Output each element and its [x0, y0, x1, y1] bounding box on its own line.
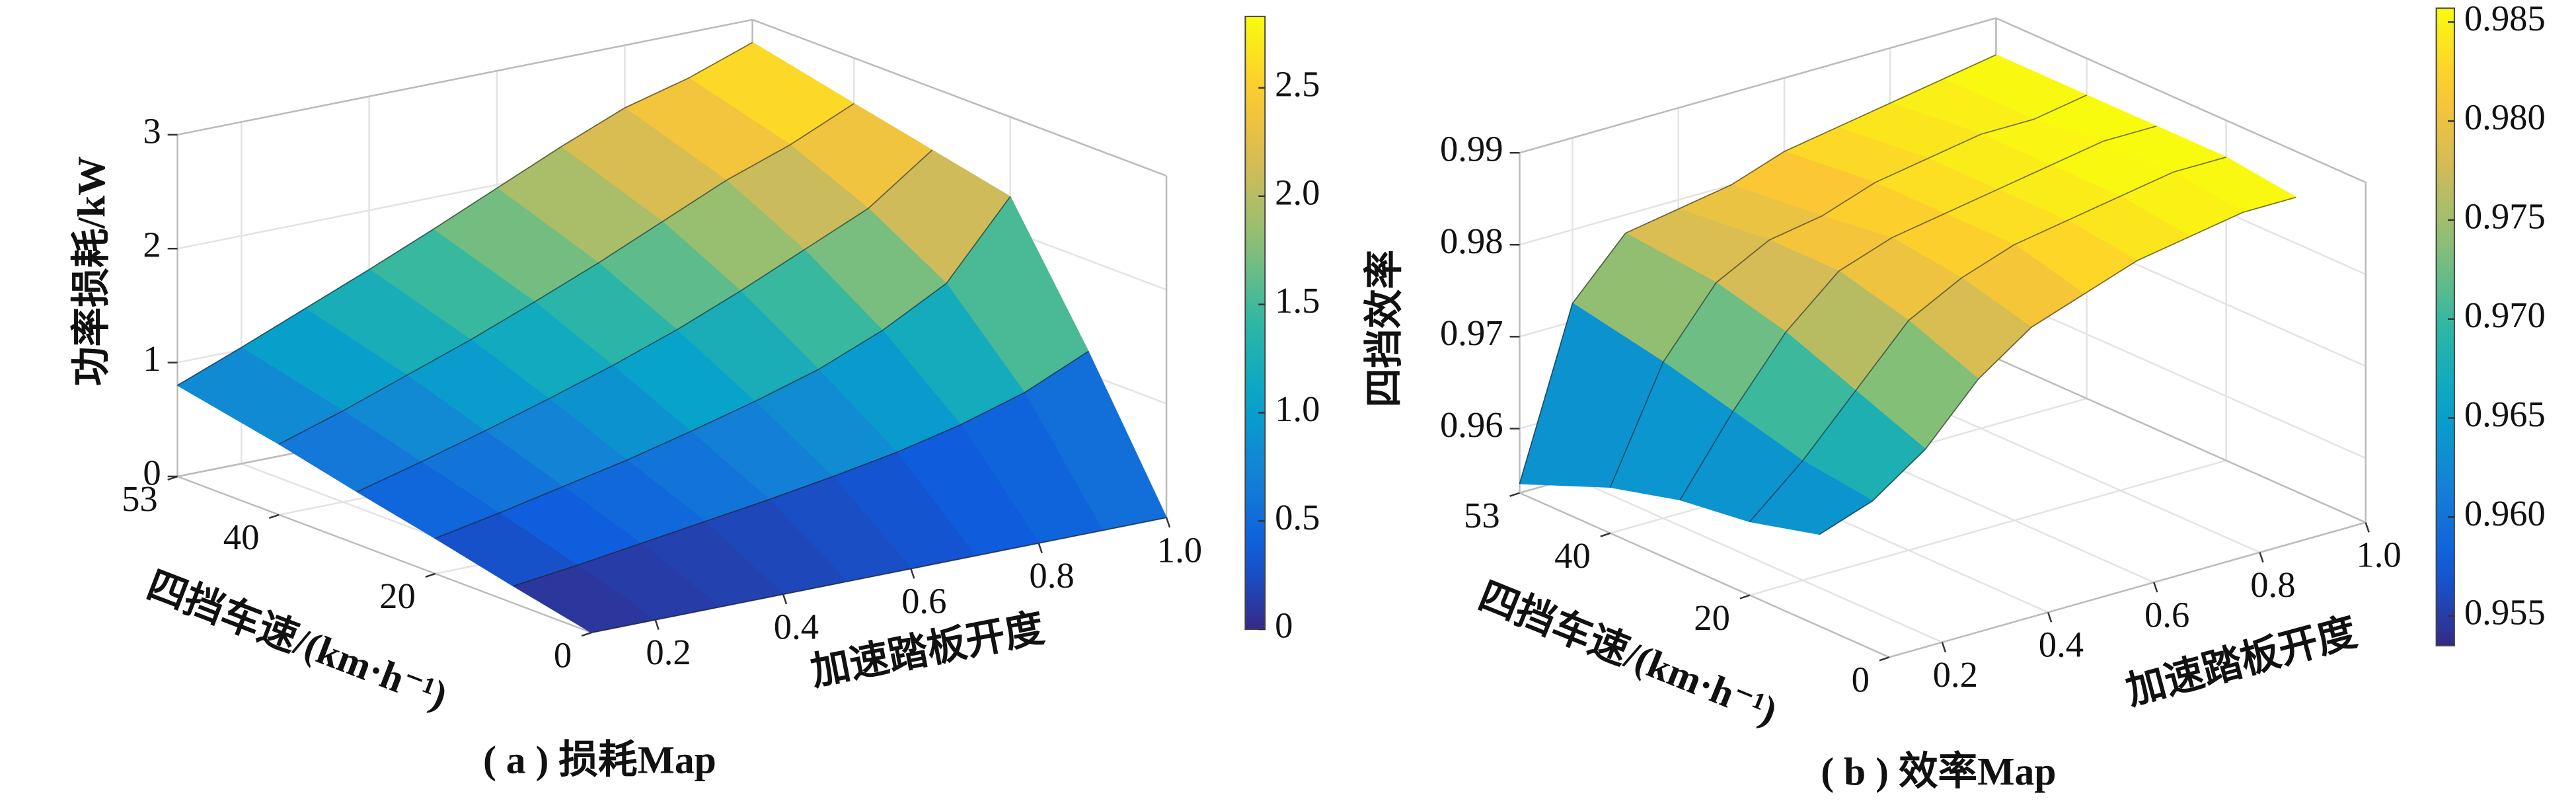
x-tick	[2259, 552, 2264, 563]
surface-plot: 0.20.40.60.81.002040530.960.970.980.99加速…	[1362, 0, 2546, 793]
x-tick	[1165, 517, 1171, 528]
z-tick-label: 0.96	[1440, 405, 1503, 445]
colorbar-tick-label: 0	[1275, 605, 1293, 646]
colorbar-tick-label: 0.975	[2464, 196, 2546, 236]
axis-line	[177, 19, 753, 136]
surface-plot: 0.20.40.60.81.002040530123加速踏板开度四挡车速/(km…	[69, 15, 1320, 782]
z-tick-label: 1	[143, 338, 161, 379]
caption: ( a ) 损耗Map	[483, 738, 716, 782]
z-tick-label: 0.99	[1440, 129, 1503, 169]
colorbar-tick-label: 1.5	[1275, 280, 1320, 321]
grid-line	[1572, 477, 1943, 643]
x-tick-label: 0.6	[901, 581, 946, 621]
y-tick-label: 20	[379, 576, 416, 616]
contour-line	[1819, 196, 2296, 535]
axis-line	[1889, 521, 2367, 658]
x-tick	[1038, 543, 1043, 554]
contour-line	[1679, 126, 2157, 500]
y-tick	[1600, 532, 1611, 537]
axis-line	[1519, 492, 1890, 658]
colorbar-tick-label: 0.5	[1275, 497, 1320, 537]
grid-line	[1995, 293, 2367, 459]
contour-line	[1749, 156, 2226, 522]
colorbar-tick-label: 0.985	[2464, 0, 2546, 38]
z-axis-label: 四挡效率	[1362, 250, 1406, 408]
x-tick-label: 0.4	[774, 606, 819, 646]
z-tick-label: 0.97	[1440, 313, 1503, 353]
y-tick-label: 53	[1464, 495, 1500, 535]
x-tick-label: 0.8	[1029, 555, 1074, 596]
x-tick-label: 0.2	[646, 632, 691, 672]
y-tick-label: 0	[554, 635, 572, 675]
y-tick	[581, 631, 592, 637]
colorbar-tick-label: 0.965	[2464, 394, 2546, 434]
colorbar	[2435, 7, 2455, 646]
colorbar-tick-label: 0.960	[2464, 493, 2546, 533]
y-tick	[1739, 594, 1751, 599]
contour-line	[357, 149, 933, 492]
y-tick-label: 20	[1694, 598, 1730, 638]
x-tick-label: 0.4	[2039, 625, 2084, 665]
axis-line	[177, 475, 592, 634]
colorbar-tick-label: 2.5	[1275, 64, 1320, 104]
y-tick-label: 0	[1852, 660, 1870, 700]
x-tick	[2153, 582, 2158, 593]
contour-line	[513, 350, 1089, 587]
y-tick-label: 53	[122, 479, 158, 519]
contour-line	[177, 42, 753, 386]
contour-line	[1519, 54, 1996, 484]
x-tick	[654, 619, 660, 631]
colorbar-tick-label: 2.0	[1275, 172, 1320, 212]
y-tick-label: 40	[223, 517, 260, 557]
axis-line	[1519, 17, 1996, 154]
colorbar-tick-label: 0.955	[2464, 592, 2546, 633]
axis-line	[752, 19, 1167, 177]
axis-line	[1995, 357, 2367, 523]
colorbar	[1244, 15, 1266, 631]
y-tick	[425, 572, 436, 578]
x-tick-label: 0.2	[1933, 654, 1978, 695]
x-tick	[2047, 611, 2053, 623]
x-tick	[910, 568, 915, 579]
axis-line	[1995, 17, 2367, 184]
z-tick-label: 0.98	[1440, 221, 1503, 261]
contour-line	[1609, 95, 2087, 488]
colorbar-tick-label: 1.0	[1275, 389, 1320, 429]
contour-line	[278, 102, 854, 445]
contour-line	[435, 196, 1011, 539]
x-tick-label: 0.6	[2144, 594, 2189, 635]
y-axis-label: 四挡车速/(km·h⁻¹)	[1472, 574, 1783, 733]
z-tick-label: 0	[143, 452, 161, 492]
contour-line	[591, 517, 1167, 633]
z-tick-label: 3	[143, 110, 161, 151]
colorbar-tick-label: 0.970	[2464, 295, 2546, 335]
x-tick-label: 1.0	[1157, 529, 1202, 570]
x-tick-label: 0.8	[2250, 564, 2295, 605]
x-tick	[2365, 522, 2370, 533]
caption: ( b ) 效率Map	[1821, 750, 2056, 793]
y-tick-label: 40	[1554, 535, 1591, 576]
z-tick-label: 2	[143, 225, 161, 265]
z-axis-label: 功率损耗/kW	[69, 156, 113, 386]
x-tick	[1941, 642, 1947, 652]
y-tick	[1879, 656, 1890, 662]
y-tick	[1509, 492, 1520, 497]
grid-line	[1749, 459, 2226, 596]
x-tick-label: 1.0	[2356, 535, 2401, 575]
grid-line	[1889, 387, 2261, 553]
y-tick	[268, 514, 280, 519]
x-tick	[782, 594, 788, 605]
colorbar-tick-label: 0.980	[2464, 97, 2546, 137]
